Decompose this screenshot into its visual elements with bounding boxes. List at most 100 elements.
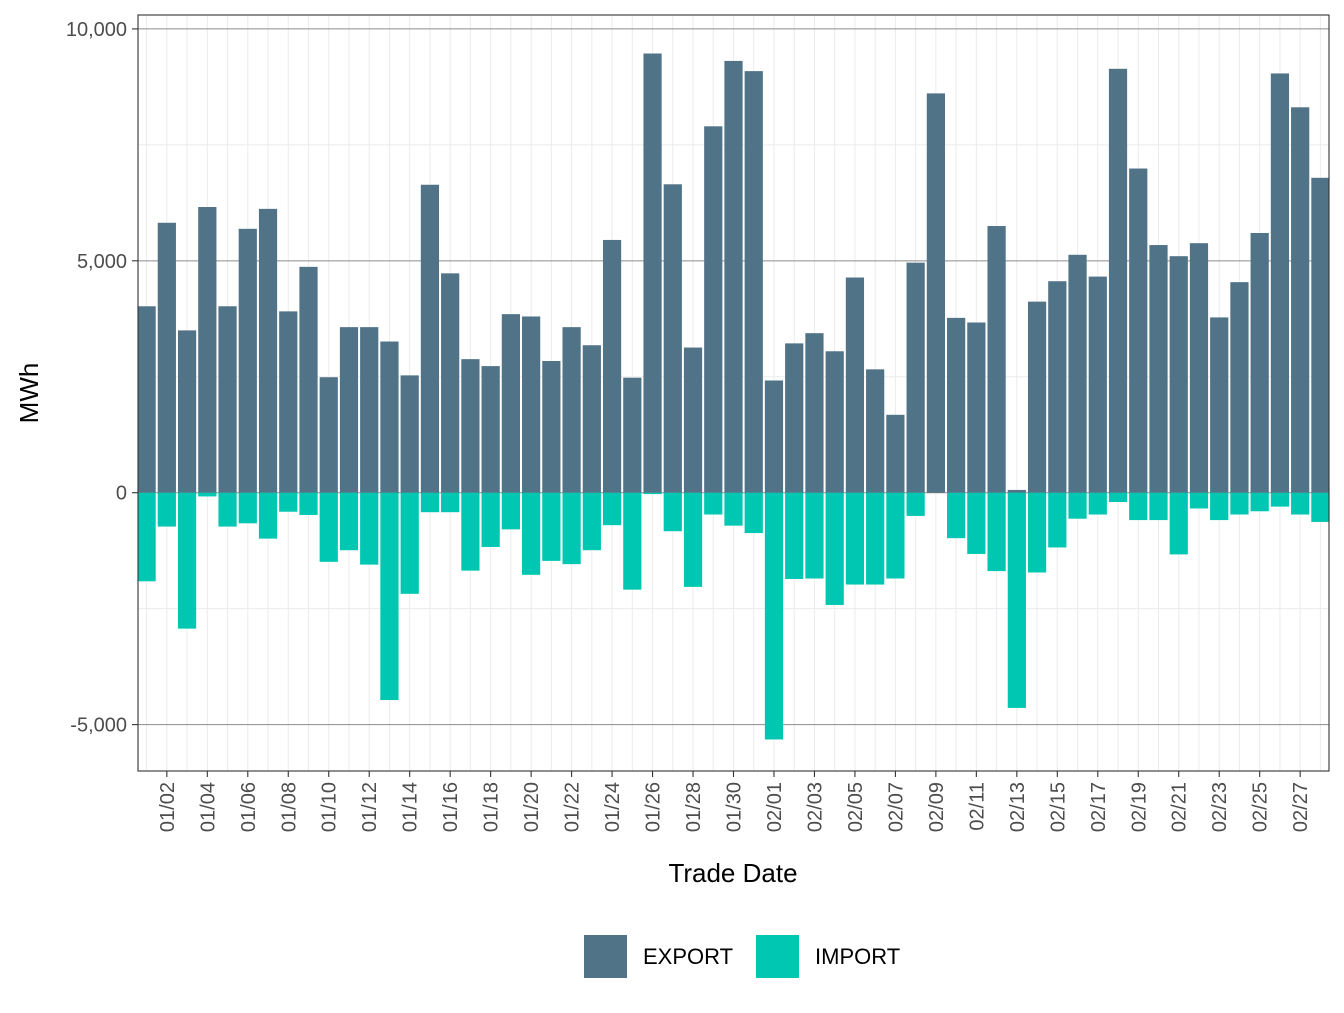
x-tick-label: 02/19: [1128, 782, 1150, 832]
x-tick-label: 01/12: [359, 782, 381, 832]
bar-import-01-26: [643, 492, 662, 495]
x-axis-title: Trade Date: [668, 858, 797, 888]
x-tick-label: 01/06: [238, 782, 260, 832]
y-tick-label: 0: [116, 483, 127, 505]
bar-import-01-18: [481, 492, 500, 547]
bar-import-01-30: [724, 492, 743, 526]
bar-export-02-13: [1007, 489, 1026, 493]
bar-import-01-29: [704, 492, 723, 515]
bar-import-01-12: [360, 492, 379, 565]
x-tick-label: 01/28: [683, 782, 705, 832]
bar-export-02-10: [947, 317, 966, 493]
bar-export-02-27: [1291, 107, 1310, 493]
bar-import-02-10: [947, 492, 966, 539]
y-axis-title: MWh: [14, 363, 44, 424]
x-tick-label: 01/16: [440, 782, 462, 832]
bar-export-01-22: [562, 327, 581, 493]
bar-export-01-14: [400, 375, 419, 493]
x-tick-label: 02/11: [966, 782, 988, 831]
bar-import-02-06: [866, 492, 885, 585]
bar-import-01-27: [663, 492, 682, 532]
bar-export-02-20: [1149, 245, 1168, 493]
bar-import-01-31: [744, 492, 763, 534]
bar-import-01-10: [319, 492, 338, 562]
bar-export-02-04: [825, 351, 844, 493]
bar-export-01-11: [339, 327, 359, 493]
x-tick-label: 02/07: [885, 782, 907, 832]
bar-import-02-01: [764, 492, 784, 740]
bar-import-02-15: [1048, 492, 1067, 548]
bar-export-01-10: [319, 377, 338, 493]
bar-import-01-04: [198, 492, 217, 497]
x-tick-label: 02/15: [1047, 782, 1069, 832]
bar-export-01-13: [380, 341, 399, 493]
bar-import-02-14: [1027, 492, 1047, 573]
bar-export-02-16: [1068, 254, 1087, 493]
bar-export-01-16: [441, 273, 460, 493]
bars-layer: [137, 53, 1330, 740]
x-tick-label: 01/14: [400, 782, 422, 832]
bar-import-02-25: [1250, 492, 1269, 512]
bar-export-02-12: [987, 226, 1006, 493]
bar-import-01-15: [420, 492, 440, 513]
x-tick-label: 01/04: [197, 782, 219, 832]
bar-export-01-12: [360, 327, 379, 493]
bar-import-01-14: [400, 492, 419, 594]
bar-import-02-04: [825, 492, 844, 605]
bar-export-02-05: [845, 277, 865, 493]
bar-export-01-27: [663, 184, 682, 493]
bar-import-02-21: [1169, 492, 1188, 555]
bar-export-02-02: [785, 343, 804, 493]
x-tick-label: 01/30: [724, 782, 746, 832]
bar-import-02-24: [1230, 492, 1249, 515]
y-tick-label: -5,000: [70, 715, 127, 737]
bar-import-02-05: [845, 492, 865, 585]
x-tick-label: 01/02: [157, 782, 179, 832]
legend-label-export: EXPORT: [643, 944, 733, 969]
bar-export-02-15: [1048, 281, 1067, 493]
bar-export-02-08: [906, 262, 925, 493]
bar-export-02-06: [866, 369, 885, 493]
legend-swatch-export: [584, 935, 627, 978]
bar-export-02-17: [1088, 276, 1107, 493]
y-tick-label: 5,000: [77, 251, 127, 273]
bar-export-01-06: [238, 228, 257, 493]
bar-export-02-14: [1027, 301, 1047, 493]
bar-import-02-08: [906, 492, 925, 516]
bar-export-02-25: [1250, 232, 1269, 493]
x-tick-label: 01/08: [278, 782, 300, 832]
bar-import-01-28: [683, 492, 703, 587]
bar-import-02-07: [886, 492, 905, 579]
bar-export-02-03: [805, 333, 824, 493]
bar-import-01-05: [218, 492, 237, 527]
x-tick-label: 01/10: [319, 782, 341, 832]
x-tick-label: 02/23: [1209, 782, 1231, 832]
bar-export-01-04: [198, 207, 217, 493]
bar-import-02-20: [1149, 492, 1168, 521]
x-tick-label: 02/13: [1007, 782, 1029, 832]
x-tick-label: 01/18: [481, 782, 503, 832]
bar-export-01-02: [157, 222, 176, 493]
bar-export-02-26: [1270, 73, 1290, 493]
bar-import-01-17: [461, 492, 480, 571]
bar-import-01-09: [299, 492, 318, 515]
bar-import-01-07: [258, 492, 278, 539]
bar-import-02-12: [987, 492, 1006, 572]
bar-import-02-26: [1270, 492, 1290, 507]
bar-import-01-20: [522, 492, 541, 575]
bar-import-02-18: [1108, 492, 1128, 502]
bar-export-02-18: [1108, 68, 1128, 493]
y-tick-label: 10,000: [66, 19, 127, 41]
bar-import-02-19: [1129, 492, 1148, 521]
bar-import-02-27: [1291, 492, 1310, 515]
bar-export-01-08: [279, 311, 298, 493]
bar-import-01-22: [562, 492, 581, 565]
bar-export-01-28: [683, 347, 703, 493]
bar-import-02-23: [1210, 492, 1229, 521]
bar-export-01-21: [542, 360, 561, 493]
bar-export-01-01: [137, 306, 156, 493]
bar-export-02-07: [886, 414, 905, 493]
x-tick-label: 02/05: [845, 782, 867, 832]
